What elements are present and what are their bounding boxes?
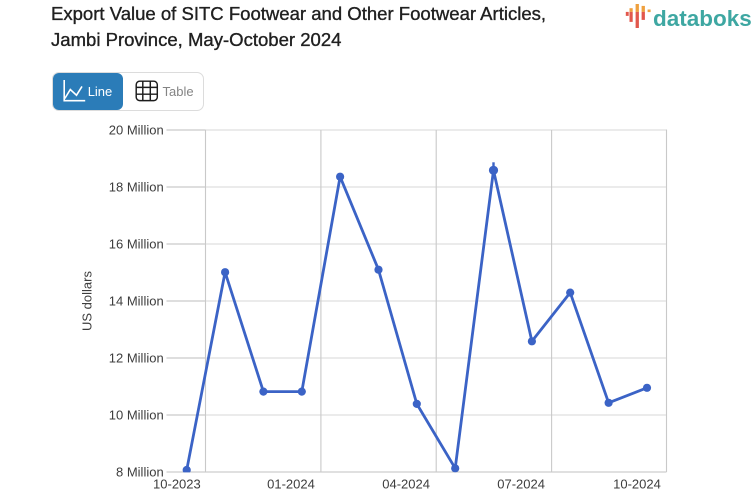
svg-text:US dollars: US dollars bbox=[80, 271, 95, 331]
svg-text:12 Million: 12 Million bbox=[109, 350, 164, 365]
svg-text:10-2024: 10-2024 bbox=[613, 477, 661, 492]
svg-text:14 Million: 14 Million bbox=[109, 293, 164, 308]
svg-text:07-2024: 07-2024 bbox=[497, 477, 545, 492]
svg-text:10 Million: 10 Million bbox=[109, 407, 164, 422]
svg-text:01-2024: 01-2024 bbox=[267, 477, 315, 492]
svg-text:18 Million: 18 Million bbox=[109, 179, 164, 194]
svg-text:20 Million: 20 Million bbox=[109, 122, 164, 137]
svg-text:databoks: databoks bbox=[653, 6, 752, 31]
svg-text:04-2024: 04-2024 bbox=[382, 477, 430, 492]
svg-text:8 Million: 8 Million bbox=[116, 464, 164, 479]
svg-text:10-2023: 10-2023 bbox=[153, 477, 201, 492]
svg-text:16 Million: 16 Million bbox=[109, 236, 164, 251]
